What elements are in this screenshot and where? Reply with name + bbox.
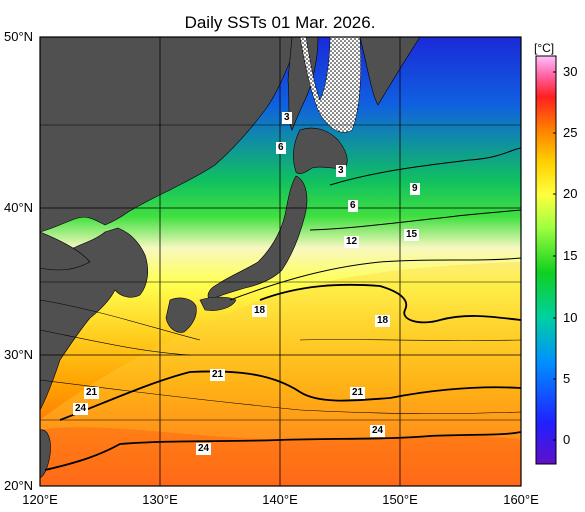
shikoku-land <box>199 296 237 311</box>
contour-label: 24 <box>196 443 212 455</box>
china-coast <box>40 231 91 271</box>
lon-label: 120°E <box>22 492 58 507</box>
contour-label: 6 <box>276 142 286 154</box>
contour-label: 3 <box>282 112 292 124</box>
contour-label: 18 <box>252 305 268 317</box>
colorbar-tick-label: 20 <box>563 186 578 201</box>
colorbar <box>535 55 557 465</box>
contour-label: 21 <box>210 369 226 381</box>
contour-label: 3 <box>336 165 346 177</box>
kuril-land <box>359 37 421 106</box>
lat-label: 50°N <box>4 29 34 44</box>
graticule <box>40 37 521 486</box>
contour-label: 21 <box>84 387 100 399</box>
contour-label: 9 <box>410 183 420 195</box>
map-frame <box>39 36 522 487</box>
contour-label: 12 <box>344 236 360 248</box>
colorbar-tick-label: 30 <box>563 64 578 79</box>
lat-label: 20°N <box>4 478 34 493</box>
contour-label: 24 <box>370 425 386 437</box>
contour-label: 18 <box>375 315 391 327</box>
contour-label: 24 <box>73 403 89 415</box>
lon-label: 160°E <box>503 492 539 507</box>
isotherms <box>40 147 521 471</box>
korea-china-land <box>40 227 149 411</box>
contour-label: 21 <box>350 387 366 399</box>
lon-label: 130°E <box>142 492 178 507</box>
colorbar-tick-label: 10 <box>563 310 578 325</box>
taiwan-land <box>40 429 51 479</box>
lat-label: 40°N <box>4 200 34 215</box>
contour-label: 15 <box>404 229 420 241</box>
contour-label: 6 <box>348 200 358 212</box>
sea-ice <box>285 37 361 133</box>
colorbar-tick-label: 25 <box>563 125 578 140</box>
hokkaido-land <box>293 127 348 174</box>
lon-label: 140°E <box>262 492 298 507</box>
asia-land <box>40 37 301 233</box>
colorbar-tick-label: 15 <box>563 248 578 263</box>
kyushu-land <box>165 297 197 333</box>
lon-label: 150°E <box>382 492 418 507</box>
lat-label: 30°N <box>4 347 34 362</box>
sakhalin-land <box>287 37 319 131</box>
map-title: Daily SSTs 01 Mar. 2026. <box>184 13 376 32</box>
colorbar-tick-label: 5 <box>563 371 571 386</box>
colorbar-unit: [°C] <box>534 41 555 55</box>
colorbar-ticks <box>553 71 556 441</box>
colorbar-tick-label: 0 <box>563 432 571 447</box>
